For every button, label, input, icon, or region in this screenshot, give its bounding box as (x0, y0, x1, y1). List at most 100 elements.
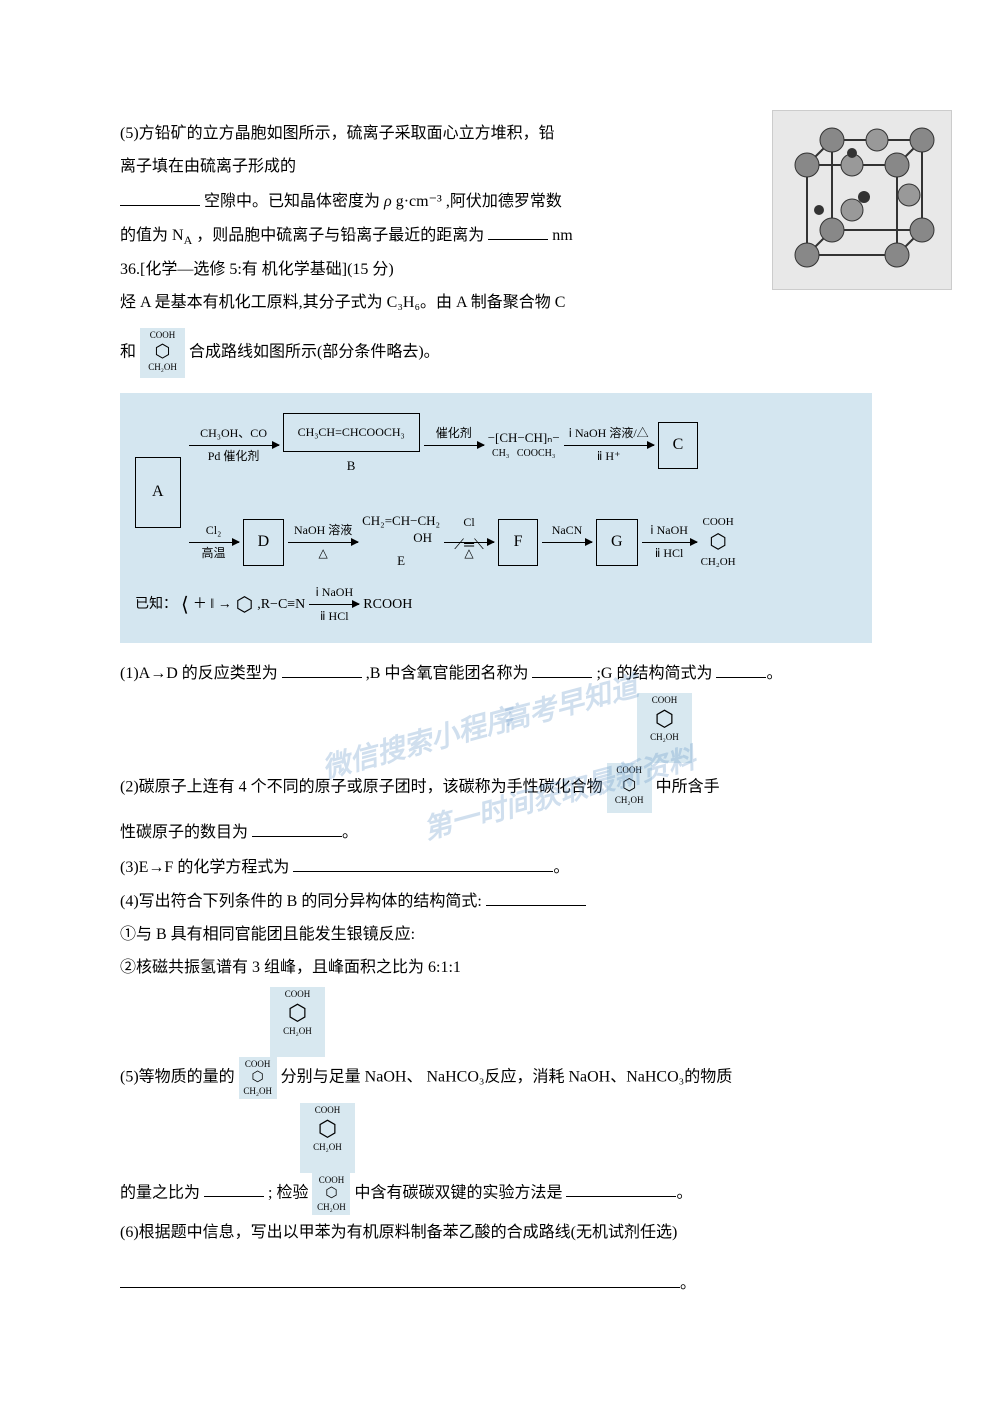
sq5-line2-mid: ; 检验 (268, 1184, 308, 1201)
compound-E-col: CH₂=CH−CH₂ OH E (362, 513, 440, 572)
blank-q5a (204, 1177, 264, 1197)
sub-q4-cond1: ①与 B 具有相同官能团且能发生银镜反应: (120, 921, 872, 950)
mol7-top: COOH (314, 1175, 348, 1186)
arrow4-top: Cl₂ (189, 520, 239, 542)
sub-q6-blank: 。 (120, 1268, 872, 1299)
q5-line4-prefix: 的值为 N (120, 227, 184, 244)
compound-B-col: CH₃CH=CHCOOCH₃ B (283, 413, 420, 478)
known-arrow-bottom: ⅱ HCl (309, 606, 359, 628)
E-bottom: OH (362, 530, 440, 547)
blank-q1a (282, 658, 362, 678)
mol6-bottom: CH₂OH (302, 1142, 353, 1153)
sq4: (4)写出符合下列条件的 B 的同分异构体的结构简式: (120, 893, 482, 910)
avogadro-text: ,阿伏加德罗常数 (446, 193, 562, 210)
sub-A: A (184, 234, 193, 248)
sub-q2-line2: 性碳原子的数目为 。 (120, 817, 872, 848)
flow-row-1: A CH₃OH、CO Pd 催化剂 CH₃CH=CHCOOCH₃ B 催化剂 (135, 413, 857, 572)
arrow-D-E: NaOH 溶液 △ (288, 542, 358, 543)
known-reactions: 已知： ⟨ ＋ ‖ → ⬡ ,R−C≡N ⅰ NaOH ⅱ HCl RCOOH (135, 587, 857, 623)
sq3: (3)E→F 的化学方程式为 (120, 859, 289, 876)
polymer-main: −[CH−CH]ₙ− (488, 430, 560, 447)
mol2-top: COOH (639, 695, 690, 706)
arrow-A-D: Cl₂ 高温 (189, 542, 239, 543)
arrow8-bottom: ⅱ HCl (642, 543, 697, 565)
crystal-svg (777, 115, 947, 285)
arrow5-top: NaOH 溶液 (288, 520, 358, 542)
product-bottom: CH₂OH (701, 555, 736, 569)
molecule-structure-1: COOH ⬡ CH₂OH (140, 328, 185, 378)
final-product: COOH ⬡ CH₂OH (701, 515, 736, 570)
blank-q4 (486, 886, 586, 906)
sub-q5-line2: 的量之比为 ; 检验 COOH ⬡ CH₂OH 中含有碳碳双键的实验方法是 。 (120, 1173, 872, 1215)
sub-q3: (3)E→F 的化学方程式为 。 (120, 852, 872, 883)
sq1-mid: ,B 中含氧官能团名称为 (366, 665, 529, 682)
known-r1: ＋ ‖ → (193, 592, 232, 617)
q36-line1: 烃 A 是基本有机化工原料,其分子式为 C₃H₆。由 A 制备聚合物 C (120, 289, 872, 318)
q36-line2-prefix: 和 (120, 343, 136, 360)
blank-q2 (252, 817, 342, 837)
arrow7-top: NaCN (542, 520, 592, 542)
q36-line2: 和 COOH ⬡ CH₂OH 合成路线如图所示(部分条件略去)。 (120, 328, 872, 378)
q5-line4-unit: nm (552, 227, 572, 244)
mol3-top: COOH (609, 765, 650, 776)
arrow-polymer-C: ⅰ NaOH 溶液/△ ⅱ H⁺ (564, 445, 654, 446)
arrow4-bottom: 高温 (189, 543, 239, 565)
density-symbol: ρ (384, 193, 392, 210)
mol-top: COOH (142, 330, 183, 341)
box-A: A (135, 457, 181, 528)
polymer-sub1: CH₃ (492, 448, 509, 459)
molecule-center-1: COOH ⬡ CH₂OH (120, 987, 872, 1057)
box-G: G (596, 519, 638, 566)
known-label: 已知： (135, 592, 177, 617)
box-F: F (498, 519, 538, 566)
arrow-E-F: Cl ⟋═⟍ △ (444, 542, 494, 543)
box-C: C (658, 422, 699, 469)
arrow1-top: CH₃OH、CO (189, 423, 279, 445)
sq2-suffix: 中所含手 (656, 778, 720, 795)
blank-q1c (716, 658, 766, 678)
sq1-end: ;G 的结构简式为 (596, 665, 712, 682)
arrow-B-polymer: 催化剂 (424, 445, 484, 446)
arrow-A-B: CH₃OH、CO Pd 催化剂 (189, 445, 279, 446)
sq5-line2-suffix: 中含有碳碳双键的实验方法是 (354, 1184, 562, 1201)
q36-line2-suffix: 合成路线如图所示(部分条件略去)。 (189, 343, 440, 360)
molecule-center-2: COOH ⬡ CH₂OH (120, 1103, 872, 1173)
molecule-structure-6: COOH ⬡ CH₂OH (300, 1103, 355, 1173)
sq2-line2: 性碳原子的数目为 (120, 824, 248, 841)
box-B-formula: CH₃CH=CHCOOCH₃ (283, 413, 420, 453)
molecule-right-1: COOH ⬡ CH₂OH (120, 693, 872, 763)
mol5-bottom: CH₂OH (241, 1086, 275, 1097)
q5-line1: (5)方铅矿的立方晶胞如图所示，硫离子采取面心立方堆积，铅 (120, 120, 872, 149)
q5-line4: 的值为 NA ，则品胞中硫离子与铅离子最近的距离为 nm (120, 220, 872, 252)
q36-title: 36.[化学—选修 5:有 机化学基础](15 分) (120, 256, 872, 285)
mol2-bottom: CH₂OH (639, 732, 690, 743)
sub-q1: (1)A→D 的反应类型为 ,B 中含氧官能团名称为 ;G 的结构简式为 。 (120, 658, 872, 689)
sub-q5: (5)等物质的量的 COOH ⬡ CH₂OH 分别与足量 NaOH、 NaHCO… (120, 1057, 872, 1099)
blank-q3 (293, 852, 553, 872)
product-top: COOH (703, 515, 734, 529)
mol5-top: COOH (241, 1059, 275, 1070)
arrow8-top: ⅰ NaOH (642, 520, 697, 542)
sub-q4: (4)写出符合下列条件的 B 的同分异构体的结构简式: (120, 886, 872, 917)
polymer-sub2: COOCH₃ (517, 448, 556, 459)
molecule-structure-5: COOH ⬡ CH₂OH (239, 1057, 277, 1099)
arrow2-top: 催化剂 (424, 423, 484, 445)
blank-q6 (120, 1268, 680, 1288)
label-E: E (397, 549, 405, 572)
sq5-prefix: (5)等物质的量的 (120, 1068, 235, 1085)
mol4-top: COOH (272, 989, 323, 1000)
arrow3-top: ⅰ NaOH 溶液/△ (564, 423, 654, 445)
polymer-structure: −[CH−CH]ₙ− CH₃ COOCH₃ (488, 430, 560, 460)
label-B: B (347, 454, 356, 477)
box-D: D (243, 519, 285, 566)
arrow6-bottom: △ (444, 543, 494, 565)
molecule-structure-2: COOH ⬡ CH₂OH (637, 693, 692, 763)
mol-bottom: CH₂OH (142, 362, 183, 373)
blank-distance (488, 220, 548, 240)
known-product: RCOOH (363, 592, 412, 617)
known-r2: ,R−C≡N (257, 592, 305, 617)
sq2-prefix: (2)碳原子上连有 4 个不同的原子或原子团时，该碳称为手性碳化合物 (120, 778, 603, 795)
mol4-bottom: CH₂OH (272, 1026, 323, 1037)
sub-q2: (2)碳原子上连有 4 个不同的原子或原子团时，该碳称为手性碳化合物 COOH … (120, 763, 872, 813)
q5-line2: 离子填在由硫离子形成的 (120, 153, 872, 182)
